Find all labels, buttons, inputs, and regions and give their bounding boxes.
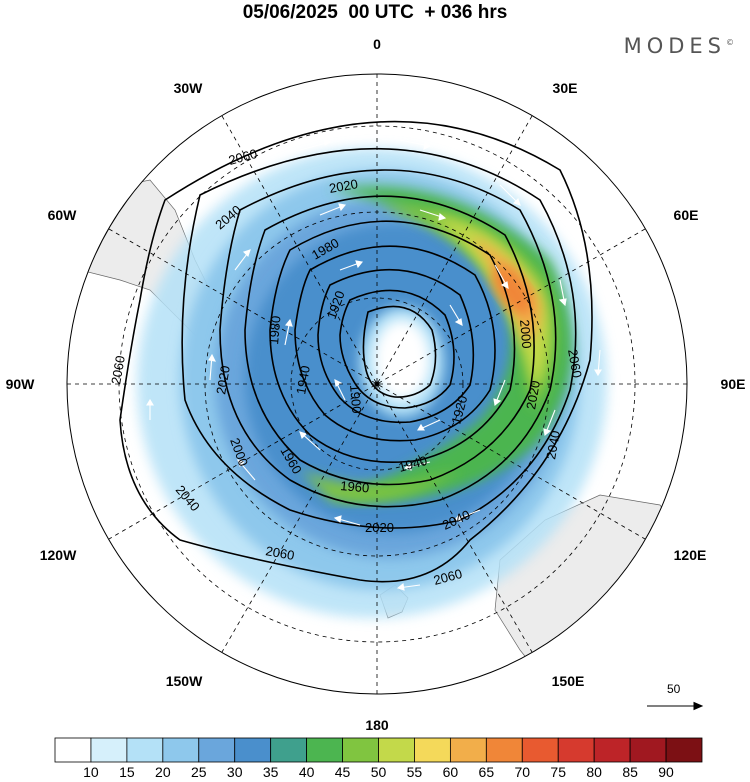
south-pole-dot <box>374 381 380 387</box>
contour-label-1960: 1960 <box>340 478 370 495</box>
map-boundary <box>66 73 688 695</box>
reference-vector-arrow <box>647 701 704 711</box>
lon-label-90w: 90W <box>5 376 35 392</box>
lon-label-120e: 120E <box>673 547 707 563</box>
lon-label-60e: 60E <box>673 207 699 223</box>
contour-1900 <box>362 305 437 398</box>
colorbar-swatch <box>234 737 272 763</box>
colorbar-tick-label: 35 <box>262 764 279 780</box>
colorbar-tick-label: 40 <box>298 764 315 780</box>
lon-label-60w: 60W <box>47 207 77 223</box>
colorbar-tick-label: 75 <box>550 764 567 780</box>
contour-label-2060: 2060 <box>108 354 128 385</box>
colorbar-tick-label: 55 <box>406 764 423 780</box>
contour-1940 <box>317 268 475 424</box>
colorbar-tick-label: 20 <box>155 764 171 780</box>
colorbar-tick-label: 30 <box>226 764 243 780</box>
lon-label-30e: 30E <box>552 80 578 96</box>
reference-vector-label: 50 <box>667 682 681 696</box>
colorbar-swatch <box>449 737 487 763</box>
colorbar-tick-label: 70 <box>514 764 531 780</box>
graticule <box>67 74 687 694</box>
colorbar-swatch <box>126 737 164 763</box>
contour-2040 <box>181 147 577 529</box>
modes-logo: MODES© <box>623 34 734 58</box>
contour-2060 <box>119 120 593 583</box>
contour-label-2020: 2020 <box>365 520 394 535</box>
contour-1960 <box>294 245 496 442</box>
colorbar-tick-label: 50 <box>370 764 387 780</box>
colorbar-swatch <box>665 737 703 763</box>
map-title: 05/06/2025 00 UTC + 036 hrs <box>242 2 508 23</box>
colorbar-swatch <box>162 737 200 763</box>
colorbar-tick-label: 80 <box>586 764 602 780</box>
colorbar-swatch <box>54 737 92 763</box>
contour-label-1940: 1940 <box>397 453 429 475</box>
lon-label-150w: 150W <box>165 673 203 689</box>
colorbar-tick-label: 60 <box>442 764 459 780</box>
colorbar-tick-label: 45 <box>334 764 351 780</box>
lon-label-30w: 30W <box>173 80 203 96</box>
lon-label-0: 0 <box>373 36 381 52</box>
contour-label-1900: 1900 <box>347 384 364 414</box>
colorbar-swatch <box>521 737 559 763</box>
contour-label-2040: 2040 <box>543 429 563 460</box>
colorbar-swatch <box>414 737 451 763</box>
contour-label-2060: 2060 <box>264 543 295 563</box>
colorbar-swatch <box>485 737 523 763</box>
contour-label-2020: 2020 <box>523 379 543 410</box>
colorbar <box>54 737 703 763</box>
contour-label-1980: 1980 <box>266 315 283 345</box>
contour-2000 <box>244 195 535 486</box>
colorbar-swatch <box>90 737 128 763</box>
colorbar-tick-label: 85 <box>622 764 638 780</box>
colorbar-swatch <box>198 737 236 763</box>
contour-1980 <box>269 220 516 463</box>
contour-label-2060: 2060 <box>432 566 464 588</box>
map-field <box>67 74 687 694</box>
colorbar-tick-label: 65 <box>478 764 495 780</box>
colorbar-swatch <box>306 737 343 763</box>
contour-1920 <box>339 289 455 409</box>
colorbar-swatch <box>378 737 415 763</box>
contour-label-2020: 2020 <box>328 176 359 196</box>
colorbar-swatch <box>629 737 667 763</box>
colorbar-swatch <box>593 737 631 763</box>
height-contours <box>119 120 593 583</box>
colorbar-swatch <box>270 737 308 763</box>
contour-label-1920: 1920 <box>448 394 470 426</box>
colorbar-swatch <box>342 737 379 763</box>
colorbar-swatch <box>557 737 595 763</box>
colorbar-tick-label: 10 <box>83 764 99 780</box>
colorbar-tick-label: 90 <box>658 764 674 780</box>
contour-label-2000: 2000 <box>517 319 534 349</box>
contour-2020 <box>219 169 557 508</box>
contour-label-2060: 2060 <box>227 146 259 168</box>
contour-label-2020: 2020 <box>213 364 233 395</box>
lon-label-120w: 120W <box>39 547 77 563</box>
lon-label-90e: 90E <box>720 376 746 392</box>
contour-label-2060: 2060 <box>565 348 585 379</box>
colorbar-tick-label: 25 <box>190 764 207 780</box>
contour-label-1940: 1940 <box>293 364 313 395</box>
lon-label-180: 180 <box>365 717 389 733</box>
lon-label-150e: 150E <box>551 673 585 689</box>
colorbar-tick-label: 15 <box>119 764 135 780</box>
